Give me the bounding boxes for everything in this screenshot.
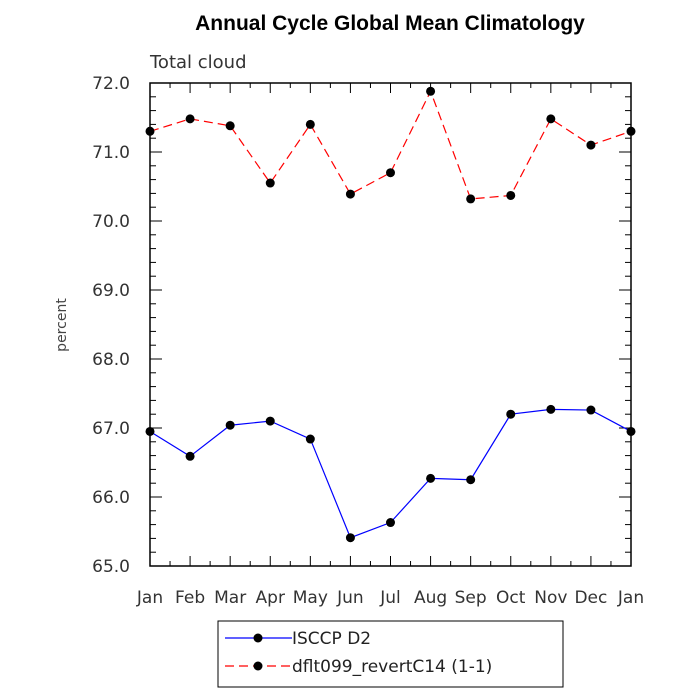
x-tick-label: Apr <box>256 588 285 608</box>
x-tick-label: Jan <box>136 588 163 608</box>
x-tick-label: Nov <box>534 588 567 608</box>
x-tick-label: Dec <box>574 588 607 608</box>
x-tick-label: Feb <box>175 588 205 608</box>
data-point-0 <box>386 518 395 528</box>
data-point-1 <box>145 126 155 136</box>
data-point-0 <box>546 404 556 414</box>
y-tick-labels: 65.0 66.0 67.0 68.0 69.0 70.0 71.0 72.0 <box>92 74 130 577</box>
chart-title: Annual Cycle Global Mean Climatology <box>195 12 585 35</box>
y-tick-label: 71.0 <box>92 143 130 163</box>
series-group <box>145 86 636 543</box>
y-tick-label: 69.0 <box>92 281 130 301</box>
data-point-1 <box>225 121 235 131</box>
y-tick-label: 72.0 <box>92 74 130 94</box>
data-point-1 <box>466 194 476 204</box>
data-point-0 <box>265 416 275 426</box>
y-tick-label: 65.0 <box>92 557 130 577</box>
data-point-0 <box>305 434 315 444</box>
y-tick-label: 70.0 <box>92 212 130 232</box>
data-point-1 <box>185 114 195 124</box>
legend-marker-1 <box>253 661 263 671</box>
data-point-1 <box>506 190 516 200</box>
x-tick-label: Jun <box>336 588 364 608</box>
x-tick-label: Sep <box>455 588 487 608</box>
data-point-1 <box>265 178 275 188</box>
series-line-1 <box>149 89 632 200</box>
data-point-0 <box>345 533 355 543</box>
chart-subtitle: Total cloud <box>149 52 247 73</box>
x-tick-label: May <box>293 588 328 608</box>
data-point-1 <box>586 140 596 150</box>
y-axis-label: percent <box>54 298 70 352</box>
data-point-1 <box>345 189 355 199</box>
data-point-1 <box>546 114 556 124</box>
x-tick-label: Aug <box>414 588 447 608</box>
legend-box <box>217 620 564 688</box>
y-tick-label: 67.0 <box>92 419 130 439</box>
legend-label-0: ISCCP D2 <box>292 629 371 649</box>
legend-marker-0 <box>253 633 263 643</box>
x-tick-label: Jan <box>617 588 644 608</box>
data-point-0 <box>466 475 476 485</box>
data-point-1 <box>305 119 315 129</box>
data-point-0 <box>225 420 235 430</box>
y-tick-label: 66.0 <box>92 488 130 508</box>
data-point-0 <box>506 409 516 419</box>
y-tick-label: 68.0 <box>92 350 130 370</box>
data-point-0 <box>626 426 636 436</box>
data-point-0 <box>145 426 155 436</box>
x-tick-label: Mar <box>214 588 246 608</box>
data-point-1 <box>386 168 395 178</box>
x-tick-labels: Jan Feb Mar Apr May Jun Jul Aug Sep Oct Nov Dec Jan <box>136 588 644 608</box>
data-point-0 <box>426 473 436 483</box>
axis-ticks <box>149 82 632 567</box>
data-point-1 <box>626 126 636 136</box>
legend: ISCCP D2 dflt099_revertC14 (1-1) <box>217 620 564 688</box>
plot-frame <box>149 82 632 567</box>
legend-label-1: dflt099_revertC14 (1-1) <box>292 657 492 677</box>
data-point-0 <box>185 451 195 461</box>
x-tick-label: Oct <box>496 588 526 608</box>
data-point-0 <box>586 405 596 415</box>
x-tick-label: Jul <box>379 588 401 608</box>
data-point-1 <box>426 86 436 96</box>
